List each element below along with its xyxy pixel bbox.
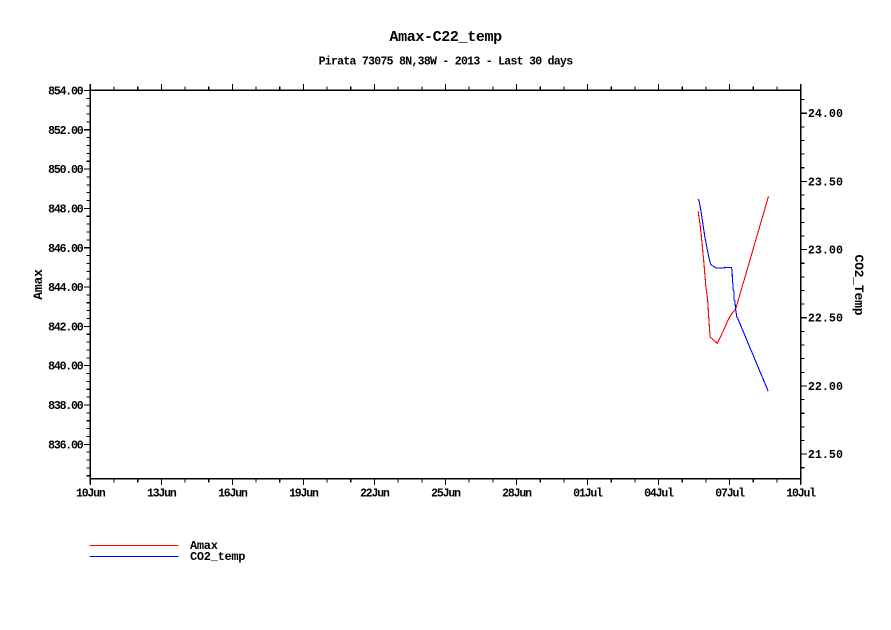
svg-text:Amax-C22_temp: Amax-C22_temp	[389, 29, 502, 46]
svg-text:13Jun: 13Jun	[147, 488, 177, 501]
svg-text:836.00: 836.00	[48, 439, 84, 452]
svg-text:840.00: 840.00	[48, 361, 84, 374]
svg-text:842.00: 842.00	[48, 321, 84, 334]
svg-text:19Jun: 19Jun	[289, 488, 319, 501]
svg-text:01Jul: 01Jul	[573, 488, 603, 501]
svg-text:852.00: 852.00	[48, 125, 84, 138]
svg-text:10Jul: 10Jul	[786, 488, 816, 501]
svg-text:23.50: 23.50	[808, 175, 843, 189]
svg-text:23.00: 23.00	[808, 244, 843, 258]
svg-text:844.00: 844.00	[48, 282, 84, 295]
svg-text:CO2_Temp: CO2_Temp	[851, 254, 866, 315]
svg-text:22.50: 22.50	[808, 312, 843, 326]
svg-text:854.00: 854.00	[48, 86, 84, 99]
svg-text:22.00: 22.00	[808, 380, 843, 394]
svg-text:28Jun: 28Jun	[502, 488, 532, 501]
svg-text:04Jul: 04Jul	[644, 488, 674, 501]
svg-text:21.50: 21.50	[808, 448, 843, 462]
svg-text:838.00: 838.00	[48, 400, 84, 413]
svg-text:Pirata 73075 8N,38W - 2013 - L: Pirata 73075 8N,38W - 2013 - Last 30 day…	[319, 55, 574, 68]
svg-text:Amax: Amax	[31, 269, 46, 300]
svg-text:CO2_temp: CO2_temp	[190, 550, 245, 564]
svg-text:846.00: 846.00	[48, 243, 84, 256]
svg-text:848.00: 848.00	[48, 204, 84, 217]
svg-text:07Jul: 07Jul	[715, 488, 745, 501]
svg-text:24.00: 24.00	[808, 107, 843, 121]
svg-text:10Jun: 10Jun	[76, 488, 106, 501]
svg-text:22Jun: 22Jun	[360, 488, 390, 501]
svg-text:25Jun: 25Jun	[431, 488, 461, 501]
svg-text:850.00: 850.00	[48, 164, 84, 177]
svg-text:16Jun: 16Jun	[218, 488, 248, 501]
svg-text:Amax: Amax	[190, 539, 218, 553]
